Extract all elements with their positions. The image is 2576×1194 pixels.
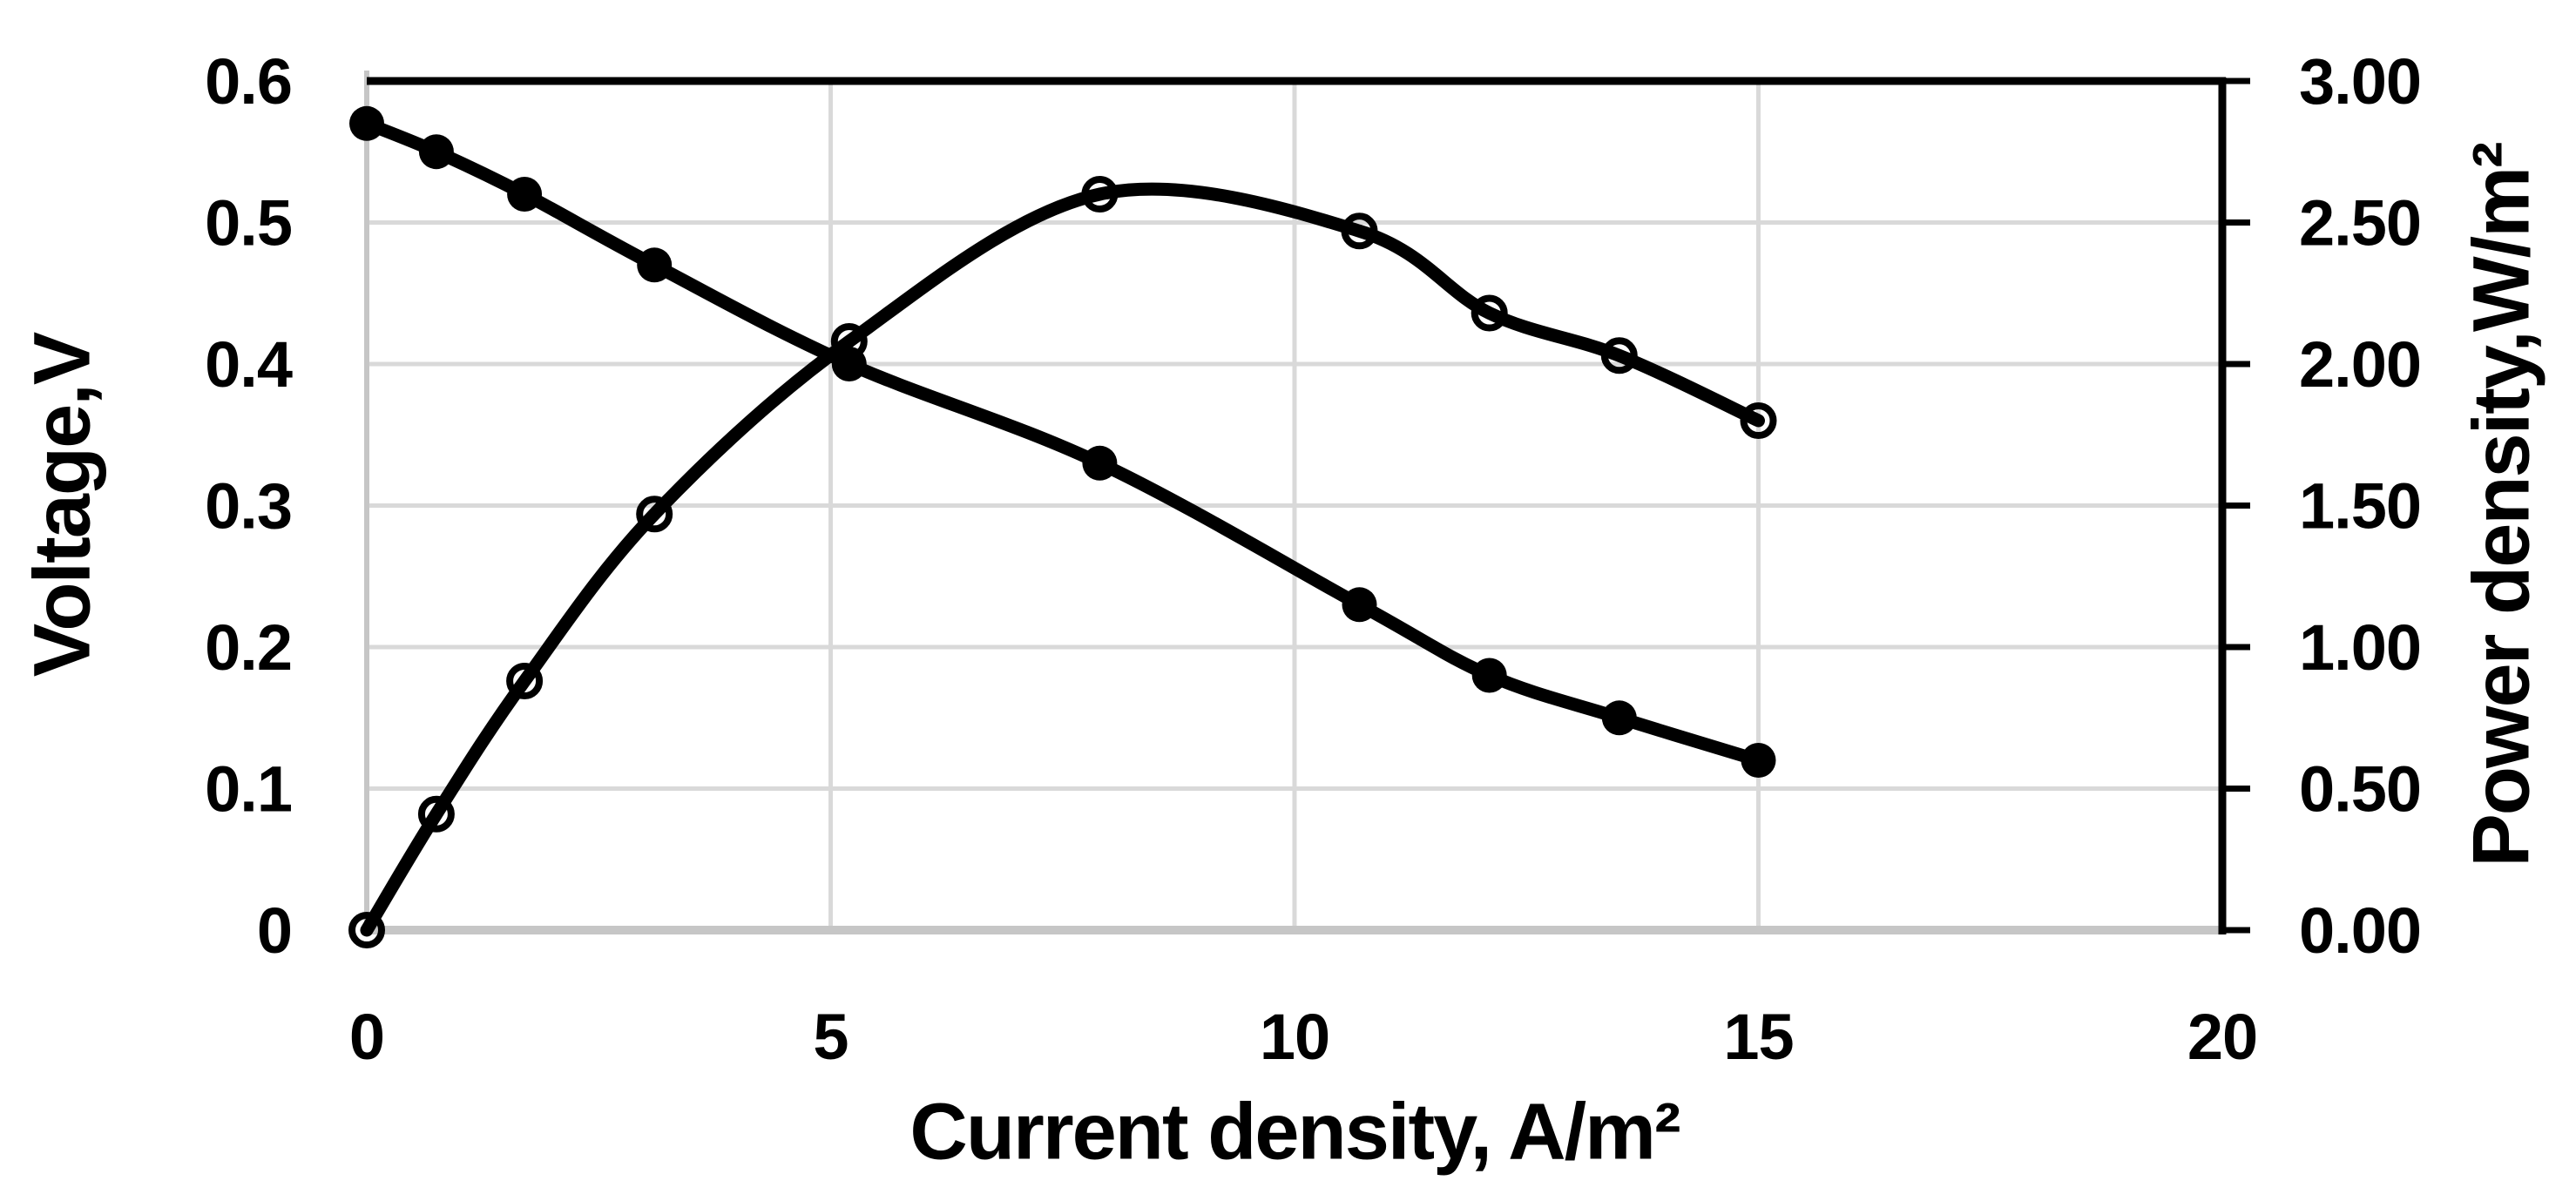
x-axis-tick-label: 5 xyxy=(813,1001,848,1073)
power-data-point xyxy=(1740,402,1777,439)
x-axis-title: Current density, A/m² xyxy=(909,1087,1680,1177)
voltage-data-point xyxy=(1741,743,1776,778)
x-axis-tick-label: 10 xyxy=(1260,1001,1329,1073)
right-axis-tick-label: 2.50 xyxy=(2299,187,2421,260)
right-axis-tick-label: 1.50 xyxy=(2299,470,2421,543)
y-axis-title-power: Power density,W/m² xyxy=(2457,143,2546,867)
y-axis-title-voltage: Voltage,V xyxy=(17,333,107,678)
power-curve xyxy=(360,182,1765,937)
power-data-point xyxy=(1341,212,1378,250)
voltage-data-point xyxy=(1601,700,1637,736)
voltage-data-point xyxy=(1082,445,1118,481)
power-data-point xyxy=(348,912,385,948)
left-axis-tick-label: 0.6 xyxy=(205,45,292,118)
left-axis-tick-label: 0.1 xyxy=(205,753,292,826)
voltage-data-point xyxy=(418,134,454,170)
power-data-point xyxy=(830,323,868,360)
x-axis-tick-label: 20 xyxy=(2187,1001,2257,1073)
left-axis-tick-label: 0 xyxy=(257,894,292,967)
power-data-point xyxy=(1600,337,1638,374)
right-axis-tick-label: 2.00 xyxy=(2299,328,2421,401)
voltage-data-point xyxy=(637,247,673,283)
power-data-point xyxy=(636,496,673,533)
power-data-point xyxy=(506,663,544,699)
x-axis-tick-label: 15 xyxy=(1723,1001,1793,1073)
voltage-data-point xyxy=(507,177,543,212)
left-axis-tick-label: 0.2 xyxy=(205,611,292,684)
left-axis-tick-label: 0.3 xyxy=(205,470,292,543)
left-axis-tick-label: 0.4 xyxy=(205,328,293,401)
voltage-curve xyxy=(360,117,1765,767)
power-data-point xyxy=(417,795,455,833)
voltage-data-point xyxy=(1342,587,1377,623)
right-axis-tick-label: 1.00 xyxy=(2299,611,2421,684)
right-axis-tick-label: 3.00 xyxy=(2299,45,2421,118)
power-data-point xyxy=(1471,294,1508,332)
power-data-point xyxy=(1081,176,1119,212)
voltage-data-point xyxy=(349,105,384,141)
x-axis-tick-label: 0 xyxy=(349,1001,384,1073)
voltage-data-point xyxy=(1471,658,1507,693)
right-axis-tick-label: 0.00 xyxy=(2299,894,2421,967)
left-axis-tick-label: 0.5 xyxy=(205,187,292,260)
right-axis-tick-label: 0.50 xyxy=(2299,753,2421,826)
